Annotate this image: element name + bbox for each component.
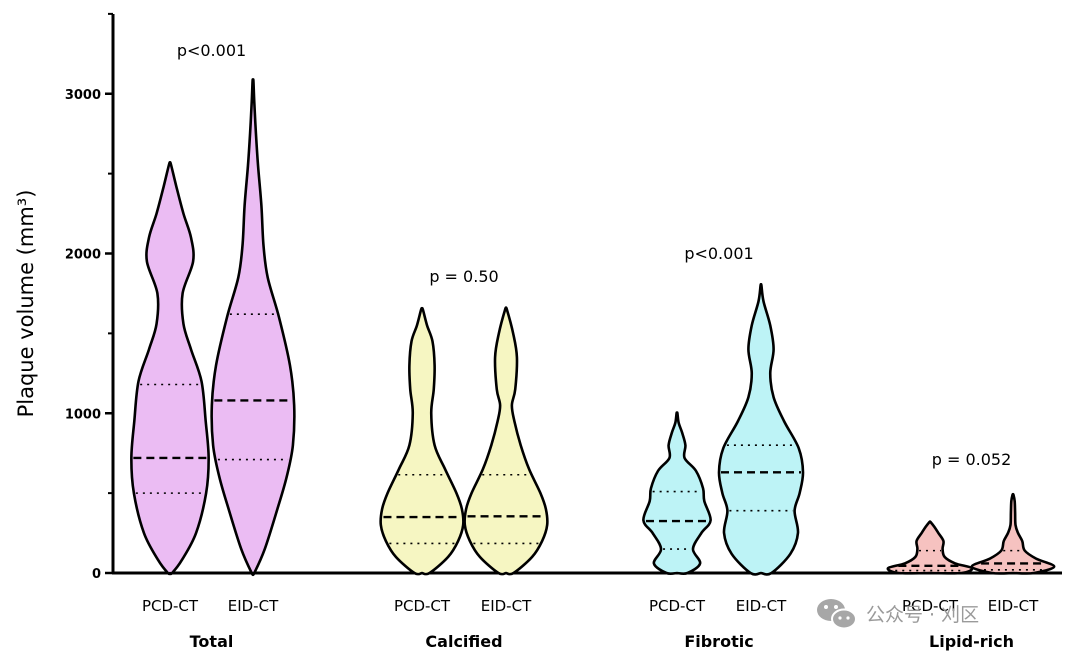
category-label-pcd-ct: PCD-CT: [649, 597, 706, 615]
group-label-total: Total: [190, 632, 234, 651]
violin-body: [642, 411, 712, 576]
violin-body: [717, 282, 805, 576]
watermark: 公众号 · 刈区: [817, 599, 979, 630]
category-label-eid-ct: EID-CT: [736, 597, 787, 615]
wechat-icon: [817, 599, 857, 630]
category-label-eid-ct: EID-CT: [988, 597, 1039, 615]
category-label-eid-ct: EID-CT: [481, 597, 532, 615]
p-value-calcified: p = 0.50: [429, 267, 498, 286]
category-label-eid-ct: EID-CT: [228, 597, 279, 615]
group-label-lipid-rich: Lipid-rich: [929, 632, 1014, 651]
violin-fibrotic-eid-ct: [717, 282, 805, 576]
violin-lipid-rich-pcd-ct: [886, 520, 974, 575]
violin-body: [379, 306, 465, 576]
group-label-fibrotic: Fibrotic: [684, 632, 753, 651]
violin-total-pcd-ct: [130, 161, 210, 576]
y-tick-label: 3000: [65, 88, 101, 103]
y-tick-label: 0: [92, 567, 101, 582]
watermark-text: 公众号 · 刈区: [866, 604, 979, 626]
y-tick-label: 1000: [65, 407, 101, 422]
p-value-total: p<0.001: [177, 41, 246, 60]
violin-calcified-pcd-ct: [379, 306, 465, 576]
group-label-calcified: Calcified: [425, 632, 502, 651]
labels: Plaque volume (mm³) PCD-CT EID-CT Total p<0.…: [14, 41, 1039, 651]
violin-body: [463, 306, 549, 576]
violin-fibrotic-pcd-ct: [642, 411, 712, 576]
violin-body: [886, 520, 974, 575]
violins: [130, 78, 1056, 577]
violin-body: [970, 492, 1056, 575]
violin-total-eid-ct: [210, 78, 296, 577]
violin-calcified-eid-ct: [463, 306, 549, 576]
category-label-pcd-ct: PCD-CT: [902, 597, 959, 615]
violin-lipid-rich-eid-ct: [970, 492, 1056, 575]
category-label-pcd-ct: PCD-CT: [394, 597, 451, 615]
violin-body: [210, 78, 296, 577]
y-tick-label: 2000: [65, 248, 101, 263]
category-label-pcd-ct: PCD-CT: [142, 597, 199, 615]
violin-body: [130, 161, 210, 576]
p-value-fibrotic: p<0.001: [684, 244, 753, 263]
y-axis-label: Plaque volume (mm³): [14, 190, 38, 418]
axes: 0 1000 2000 3000: [65, 12, 1062, 582]
p-value-lipid-rich: p = 0.052: [932, 450, 1012, 469]
